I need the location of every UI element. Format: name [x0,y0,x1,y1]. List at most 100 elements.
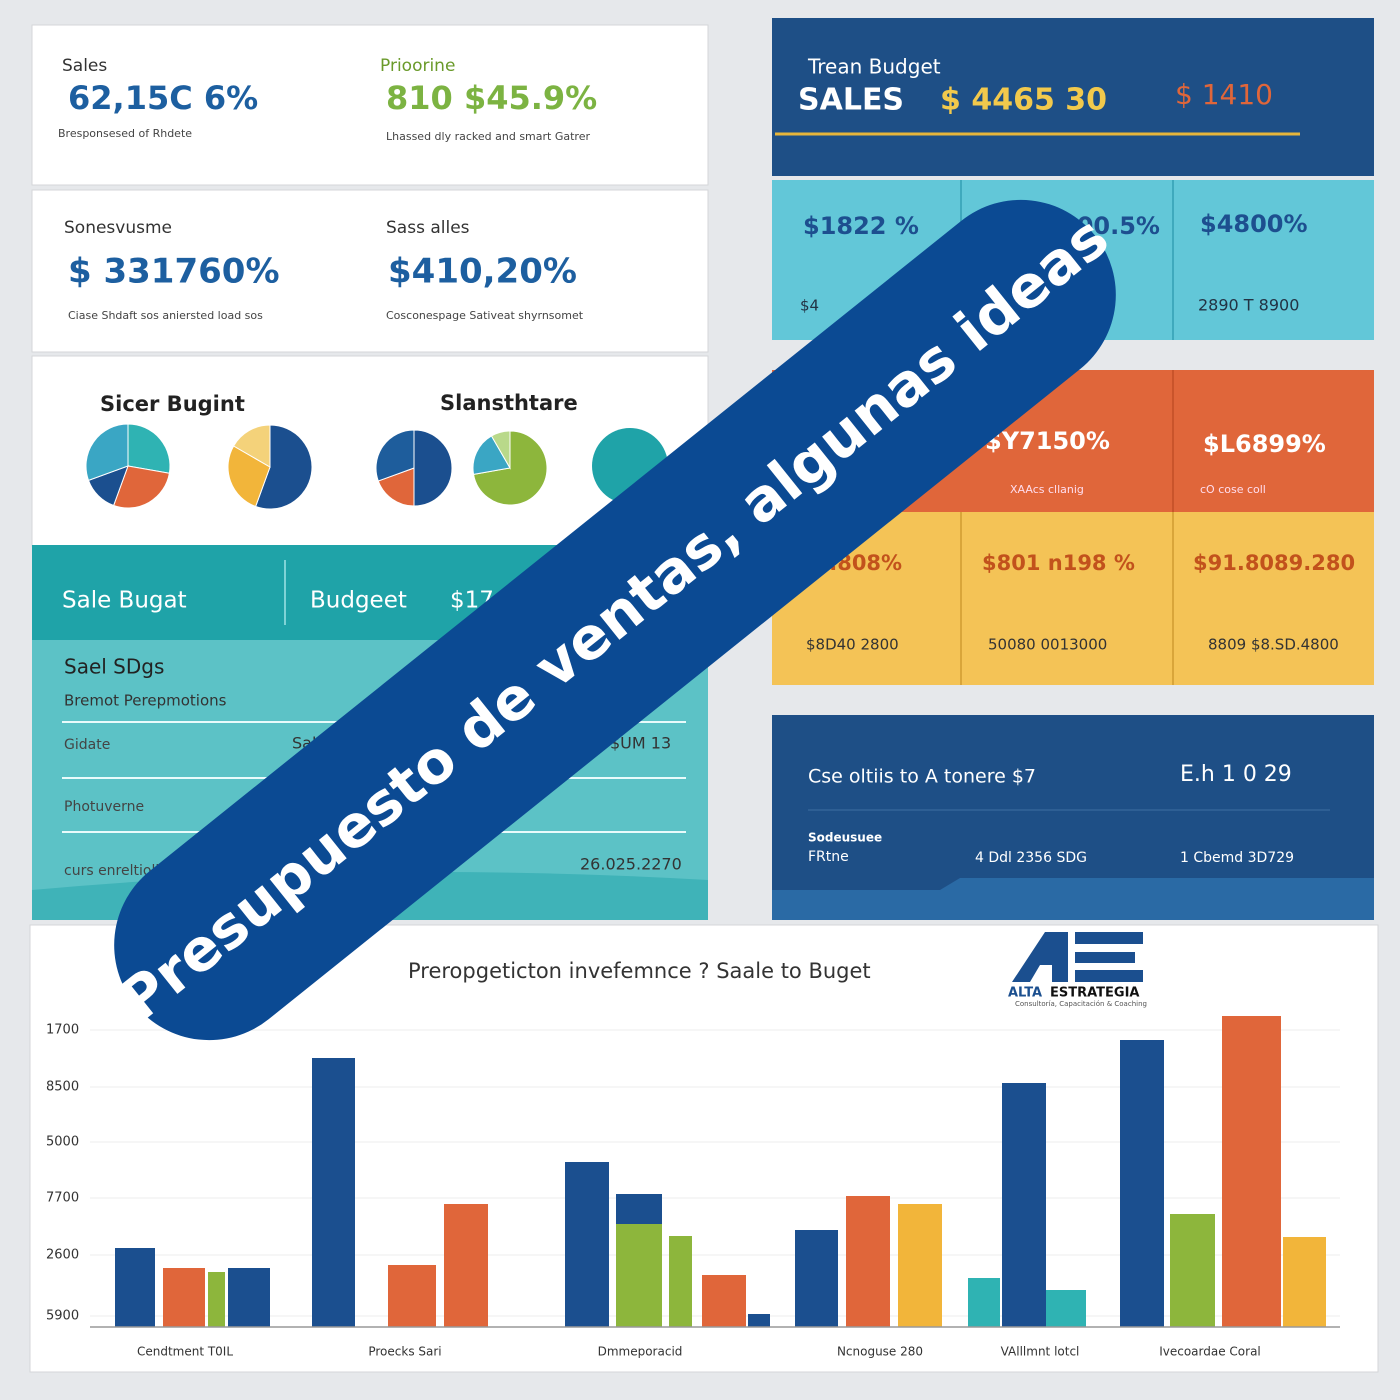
pie-title: Slansthtare [440,391,578,415]
pies [85,423,668,510]
header-value: $ 1410 [1175,78,1273,111]
budget-row: Gidate [64,737,110,753]
logo-mark [1075,970,1143,982]
bar-shape [795,1230,838,1327]
chart-title: Preropgeticton invefemnce ? Saale to Bug… [408,959,871,983]
budget-row: Photuverne [64,799,144,815]
x-tick-label: Ncnoguse 280 [837,1345,923,1359]
kpi-caption: Bresponsesed of Rhdete [58,127,192,140]
kpi-label: Sass alles [386,218,470,238]
cell-value: $Y7150% [985,427,1110,455]
cell-value: $L6899% [1203,430,1326,458]
bar-shape [163,1268,205,1327]
x-tick-label: Cendtment T0IL [137,1345,233,1359]
footer-line: FRtne [808,849,849,865]
footer-line: 4 Ddl 2356 SDG [975,850,1087,866]
bar-shape [898,1204,942,1327]
bar-shape [968,1278,1000,1327]
kpi-value: 810 $45.9% [386,79,597,117]
cell-caption: cO cose coll [1200,483,1266,496]
cell-value: $801 n198 % [982,551,1135,575]
yellow-row [772,512,1374,685]
bar-shape [565,1162,609,1327]
bar-shape [1170,1214,1215,1327]
y-tick-label: 2600 [46,1248,79,1263]
bar-shape [846,1196,890,1327]
footer-title: Cse oltiis to A tonere $7 [808,766,1036,788]
pie-slice [413,429,453,507]
kpi-caption: Cosconespage Sativeat shyrnsomet [386,309,584,322]
kpi-value: 62,15C 6% [68,79,258,117]
pie-slice [232,424,271,468]
footer-line: Sodeusuee [808,831,882,845]
logo-mark [1075,952,1135,963]
cell-sub: $4 [800,297,819,315]
cell-sub: $8D40 2800 [806,636,899,654]
logo-text: ALTA [1008,986,1042,1001]
bar-shape [1046,1290,1086,1327]
kpi-label: Sonesvusme [64,218,172,238]
budget-header: Sale Bugat [62,588,187,614]
y-tick-label: 8500 [46,1080,79,1095]
budget-header: Budgeet [310,588,407,614]
texts: Sales 62,15C 6% Bresponsesed of Rhdete Prio… [46,55,1355,1359]
pie-slice [112,465,170,509]
bar-shape [115,1248,155,1327]
y-tick-label: 7700 [46,1191,79,1206]
bar-shape [1002,1083,1046,1327]
cell-caption: XAAcs cllanig [1010,483,1084,496]
kpi-card [31,24,709,186]
cell-sub: 2890 T 8900 [1198,296,1299,315]
pie-slice [377,467,415,507]
y-tick-label: 5900 [46,1309,79,1324]
pie-slice [85,423,129,482]
budget-subtitle: Bremot Perepmotions [64,692,227,710]
x-tick-label: Dmmeporacid [598,1345,683,1359]
bars [115,1016,1326,1327]
footer-line: 1 Cbemd 3D729 [1180,850,1294,866]
bar-shape [669,1236,692,1327]
pie-slice [254,424,313,510]
budget-title: Sael SDgs [64,655,164,679]
logo-tagline: Consultoría, Capacitación & Coaching [1015,1000,1147,1008]
header-card [772,18,1374,176]
header-value: $ 4465 30 [940,83,1107,118]
pie-slice [472,435,511,476]
pie-title: Sicer Bugint [100,392,245,416]
kpi-value: $ 331760% [68,252,280,292]
footer-value: E.h 1 0 29 [1180,762,1292,787]
budget-total: 26.025.2270 [580,855,682,874]
y-tick-label: 1700 [46,1023,79,1038]
logo-mark [1075,932,1143,944]
bar-shape [208,1272,225,1327]
pie-slice [490,430,511,470]
header-label: SALES [798,83,904,118]
x-tick-label: VAlllmnt lotcl [1001,1345,1080,1359]
kpi-label: Prioorine [380,56,455,76]
budget-row: $UM 13 [610,734,671,753]
cell-value: $1822 % [803,212,919,240]
kpi-card [31,189,709,353]
banner-shape [114,199,1116,1041]
cell-value: $4800% [1200,210,1308,238]
kpi-caption: Ciase Shdaft sos aniersted load sos [68,309,263,322]
budget-row: curs enreltiolb [64,863,164,879]
x-tick-label: Proecks Sari [368,1345,441,1359]
bar-shape [616,1224,662,1327]
kpi-label: Sales [62,56,107,76]
y-tick-label: 5000 [46,1135,79,1150]
bar-shape [1120,1040,1164,1327]
pie-slice [375,429,415,482]
bar-shape [228,1268,270,1327]
cell-value: $91.8089.280 [1193,551,1355,575]
kpi-caption: Lhassed dly racked and smart Gatrer [386,130,590,143]
wave [772,878,1374,920]
bar-shape [388,1265,436,1327]
bar-shape [1283,1237,1326,1327]
header-title: Trean Budget [807,55,941,79]
logo-mark [1012,932,1068,982]
kpi-value: $410,20% [388,252,577,292]
bar-shape [748,1314,770,1327]
